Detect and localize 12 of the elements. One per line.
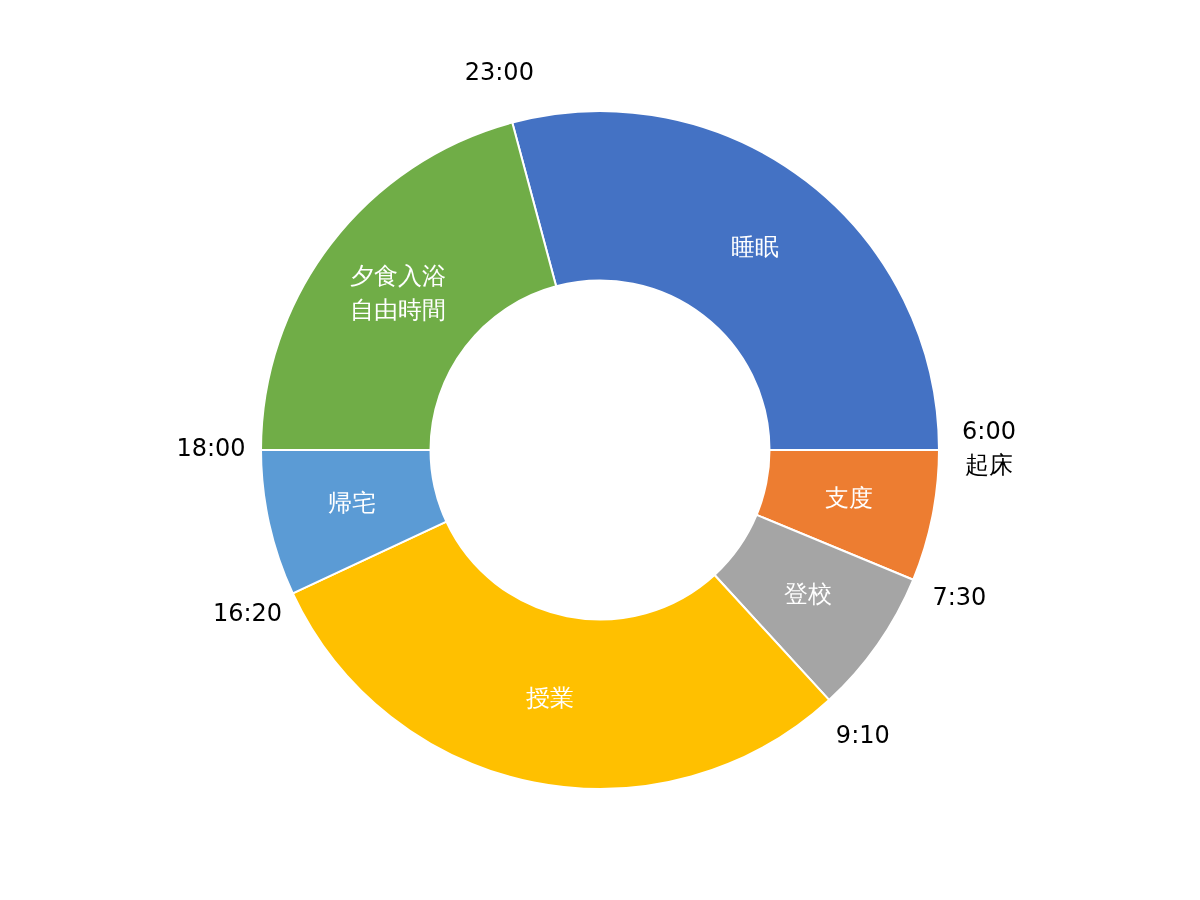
text: 23:00 <box>464 58 534 87</box>
slice-label: 帰宅 <box>327 489 376 518</box>
slice-label: 夕食入浴自由時間 <box>350 262 447 325</box>
text: 7:30 <box>932 583 987 612</box>
slice-label: 授業 <box>526 683 575 712</box>
text: 9:10 <box>835 721 890 750</box>
text: 16:20 <box>212 598 283 627</box>
text: 18:00 <box>176 434 246 463</box>
slice-label: 支度 <box>825 483 874 512</box>
slice-label: 睡眠 <box>730 232 779 261</box>
text: 6:00 起床 <box>962 417 1016 480</box>
slice-label: 登校 <box>784 580 833 609</box>
